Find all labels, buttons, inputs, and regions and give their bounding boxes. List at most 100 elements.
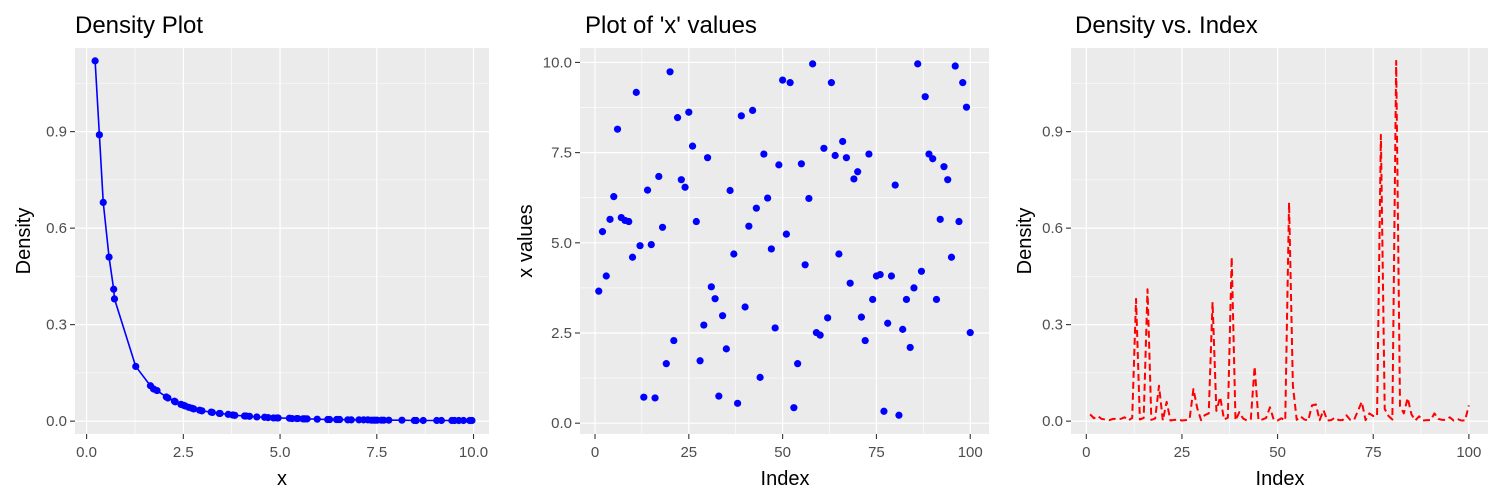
x-values-plot-data-point [771,324,779,332]
x-values-plot-data-point [899,325,907,333]
x-values-plot-data-point [677,176,685,184]
density-plot-data-point [99,198,107,206]
x-values-plot-data-point [906,343,914,352]
x-values-plot-data-point [865,150,873,158]
x-values-plot-data-point [779,76,787,84]
x-values-plot-data-point [613,125,622,133]
density-vs-index-x-axis-title: Index [1256,468,1305,490]
density-plot-y-tick-label: 0.9 [46,124,67,141]
x-values-plot-data-point [733,399,742,407]
density-plot-data-point [110,295,119,303]
x-values-plot-data-point [850,175,858,183]
x-values-plot-data-point [827,79,836,87]
x-values-plot-data-point [658,223,667,231]
x-values-plot-area [580,48,989,434]
density-vs-index-x-tick-label: 50 [1269,444,1286,461]
density-plot-area [75,48,489,434]
x-values-plot-data-point [715,392,723,400]
x-values-plot-data-point [842,154,851,162]
x-values-plot-data-point [951,62,959,70]
x-values-plot-x-axis-title: Index [761,468,810,490]
x-values-plot-data-point [696,357,704,365]
density-plot-data-point [91,57,99,65]
x-values-plot-data-point [655,172,663,181]
x-values-plot-data-point [966,329,974,337]
x-values-plot-data-point [790,404,798,412]
x-values-plot-data-point [602,272,610,280]
x-values-plot-data-point [794,360,802,368]
x-values-plot-data-point [959,79,967,87]
x-values-plot-data-point [700,321,708,329]
x-values-plot-data-point [745,222,753,230]
x-values-plot-x-tick-label: 50 [774,444,791,461]
x-values-plot-data-point [936,215,944,223]
x-values-plot-data-point [846,279,854,287]
density-plot-data-point [208,408,216,417]
density-plot-data-point [459,416,468,425]
density-plot-data-point [110,285,118,293]
x-values-plot-data-point [651,394,659,402]
x-values-plot-data-point [820,144,828,152]
x-values-plot-data-point [944,176,952,184]
x-values-plot-data-point [917,267,926,275]
density-vs-index-y-tick-label: 0.9 [1042,124,1063,141]
x-values-plot-data-point [662,360,670,368]
density-plot-data-point [412,416,420,425]
x-values-plot-data-point [722,345,730,353]
density-plot-data-point [303,415,311,423]
density-vs-index-x-tick-label: 25 [1174,444,1191,461]
x-values-plot-x-tick-label: 0 [591,444,599,461]
x-values-plot-data-point [688,142,697,150]
x-values-plot-x-tick-label: 100 [958,444,983,461]
density-vs-index-panel: Density vs. Index 0 25 50 75 100 0.0 0.3 0.6 0.9… [1014,12,1488,490]
x-values-plot-data-point [764,194,772,202]
density-plot-x-tick-label: 10.0 [459,444,488,461]
density-plot-y-tick-label: 0.0 [46,413,67,430]
density-plot-data-point [216,409,224,418]
x-values-plot-data-point [707,283,715,291]
density-plot-data-point [398,416,406,424]
x-values-plot-title: Plot of 'x' values [585,12,757,39]
x-values-plot-data-point [854,168,862,176]
x-values-plot-data-point [929,155,937,163]
x-values-plot-x-tick-label: 25 [680,444,697,461]
x-values-plot-data-point [947,253,956,261]
density-vs-index-x-tick-label: 75 [1365,444,1382,461]
x-values-plot-data-point [914,60,922,68]
x-values-plot-y-tick-label: 0.0 [551,415,572,432]
density-vs-index-title: Density vs. Index [1075,12,1258,39]
density-plot-data-point [437,416,446,425]
density-vs-index-x-tick-label: 0 [1082,444,1090,461]
density-plot-data-point [198,407,206,415]
x-values-plot-data-point [767,245,775,253]
x-values-plot-data-point [711,295,719,303]
density-plot-data-point [468,416,476,425]
density-plot-title: Density Plot [75,12,203,39]
x-values-plot-data-point [910,284,918,292]
density-plot-data-point [336,415,344,424]
density-vs-index-y-tick-label: 0.6 [1042,220,1063,237]
density-plot-data-point [164,394,172,402]
x-values-plot-y-axis-title: x values [515,204,537,277]
density-plot-x-tick-label: 7.5 [366,444,387,461]
x-values-plot-data-point [647,241,655,249]
x-values-plot-data-point [940,163,948,171]
x-values-plot-data-point [673,114,682,122]
x-values-plot-data-point [955,217,963,226]
x-values-plot-data-point [595,287,603,295]
x-values-plot-y-tick-label: 10.0 [543,54,572,71]
density-plot-data-point [385,416,393,424]
x-values-plot-x-tick-label: 75 [868,444,885,461]
density-vs-index-x-tick-label: 100 [1456,444,1481,461]
x-values-plot-data-point [760,150,768,158]
x-values-plot-data-point [861,336,869,345]
density-plot-x-axis-title: x [277,468,287,490]
x-values-plot-data-point [824,314,832,322]
x-values-plot-data-point [610,193,618,201]
density-vs-index-series-line [1089,59,1470,422]
density-plot-data-point [419,416,427,425]
x-values-plot-data-point [685,108,693,116]
x-values-plot-data-point [606,215,614,223]
x-values-plot-data-point [741,303,749,311]
x-values-plot-data-point [895,411,903,419]
